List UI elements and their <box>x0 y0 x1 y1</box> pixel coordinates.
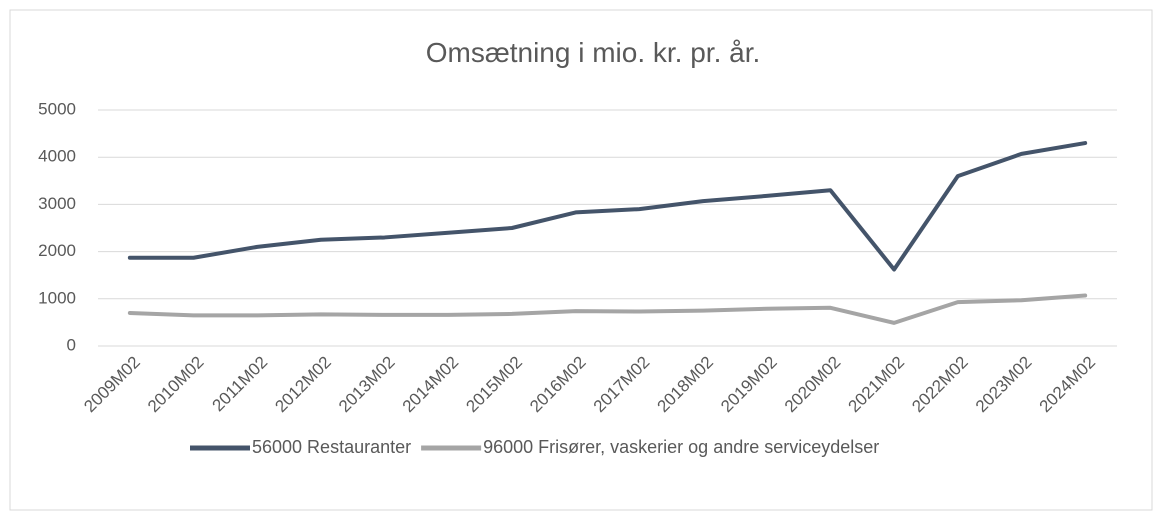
chart-title: Omsætning i mio. kr. pr. år. <box>426 37 761 68</box>
y-tick-label: 3000 <box>38 194 76 213</box>
line-series <box>127 293 1088 325</box>
y-tick-label: 4000 <box>38 147 76 166</box>
chart-border <box>9 9 1153 511</box>
legend-label: 56000 Restauranter <box>252 437 411 457</box>
legend-label: 96000 Frisører, vaskerier og andre servi… <box>483 437 879 457</box>
y-tick-label: 5000 <box>38 99 76 118</box>
y-tick-label: 1000 <box>38 288 76 307</box>
y-tick-label: 0 <box>67 335 76 354</box>
line-series <box>127 141 1088 272</box>
y-tick-label: 2000 <box>38 241 76 260</box>
